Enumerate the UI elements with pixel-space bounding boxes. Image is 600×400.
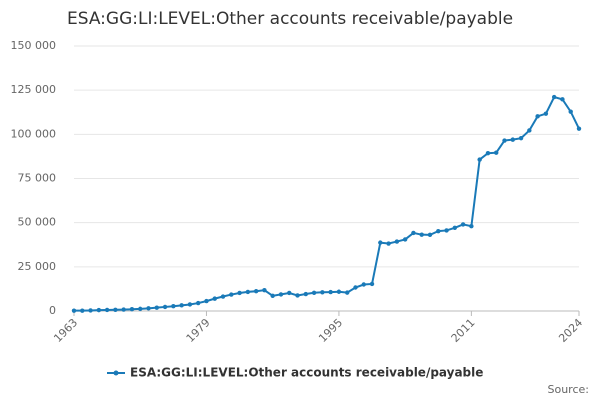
x-tick-label: 1979	[184, 316, 213, 345]
point	[510, 137, 515, 142]
x-tick-label: 2024	[556, 316, 585, 345]
point	[568, 109, 573, 114]
point	[113, 307, 118, 312]
point	[402, 237, 408, 242]
point	[311, 290, 317, 296]
point	[195, 300, 201, 306]
point	[535, 114, 540, 119]
point	[378, 240, 383, 245]
point	[560, 97, 565, 102]
point	[129, 307, 135, 312]
point	[344, 290, 350, 295]
point	[353, 285, 358, 290]
x-tick-label: 1995	[316, 316, 345, 345]
y-tick-label: 125 000	[11, 83, 57, 96]
point	[485, 151, 491, 156]
point	[436, 228, 441, 234]
point	[237, 290, 242, 296]
point	[171, 304, 176, 309]
y-tick-label: 25 000	[18, 260, 57, 273]
point	[320, 290, 325, 295]
point	[71, 308, 77, 313]
y-tick-label: 150 000	[11, 39, 57, 52]
point	[270, 293, 275, 299]
point	[287, 290, 292, 296]
point	[394, 239, 400, 244]
point	[369, 281, 375, 287]
point	[494, 150, 499, 155]
x-tick-label: 2011	[449, 316, 478, 345]
chart-title: ESA:GG:LI:LEVEL:Other accounts receivabl…	[67, 9, 513, 29]
point	[469, 224, 474, 229]
legend-marker	[113, 370, 119, 376]
x-tick-label: 1963	[51, 316, 80, 345]
point	[88, 308, 93, 313]
point	[220, 294, 226, 299]
point	[386, 241, 391, 246]
point	[204, 298, 209, 304]
point	[460, 222, 466, 227]
point	[419, 232, 424, 237]
point	[179, 303, 184, 308]
point	[146, 306, 151, 311]
point	[278, 292, 284, 297]
y-tick-label: 75 000	[18, 172, 57, 185]
point	[328, 289, 333, 295]
line	[74, 95, 580, 312]
point	[518, 136, 524, 141]
point	[303, 291, 309, 297]
point	[187, 302, 193, 307]
point	[502, 138, 507, 143]
y-tick-label: 50 000	[18, 216, 57, 229]
point	[411, 230, 416, 236]
point	[477, 157, 482, 162]
point	[543, 111, 549, 116]
point	[121, 307, 126, 312]
point	[452, 225, 458, 230]
y-tick-label: 0	[49, 304, 56, 317]
point	[253, 289, 259, 294]
point	[212, 296, 217, 301]
y-tick-label: 100 000	[11, 127, 57, 140]
legend-label: ESA:GG:LI:LEVEL:Other accounts receivabl…	[130, 366, 483, 380]
point	[138, 306, 143, 312]
point	[551, 94, 557, 100]
point	[154, 305, 159, 310]
point	[361, 282, 366, 287]
point	[336, 289, 342, 294]
point	[245, 289, 251, 295]
point	[444, 228, 449, 233]
point	[229, 292, 234, 297]
point	[576, 126, 582, 131]
point	[262, 287, 267, 293]
source-label: Source:	[548, 383, 590, 396]
point	[162, 304, 168, 310]
point	[96, 307, 102, 313]
point	[295, 293, 300, 298]
point	[527, 128, 532, 133]
point	[80, 308, 85, 313]
point	[104, 307, 110, 313]
point	[427, 232, 433, 238]
